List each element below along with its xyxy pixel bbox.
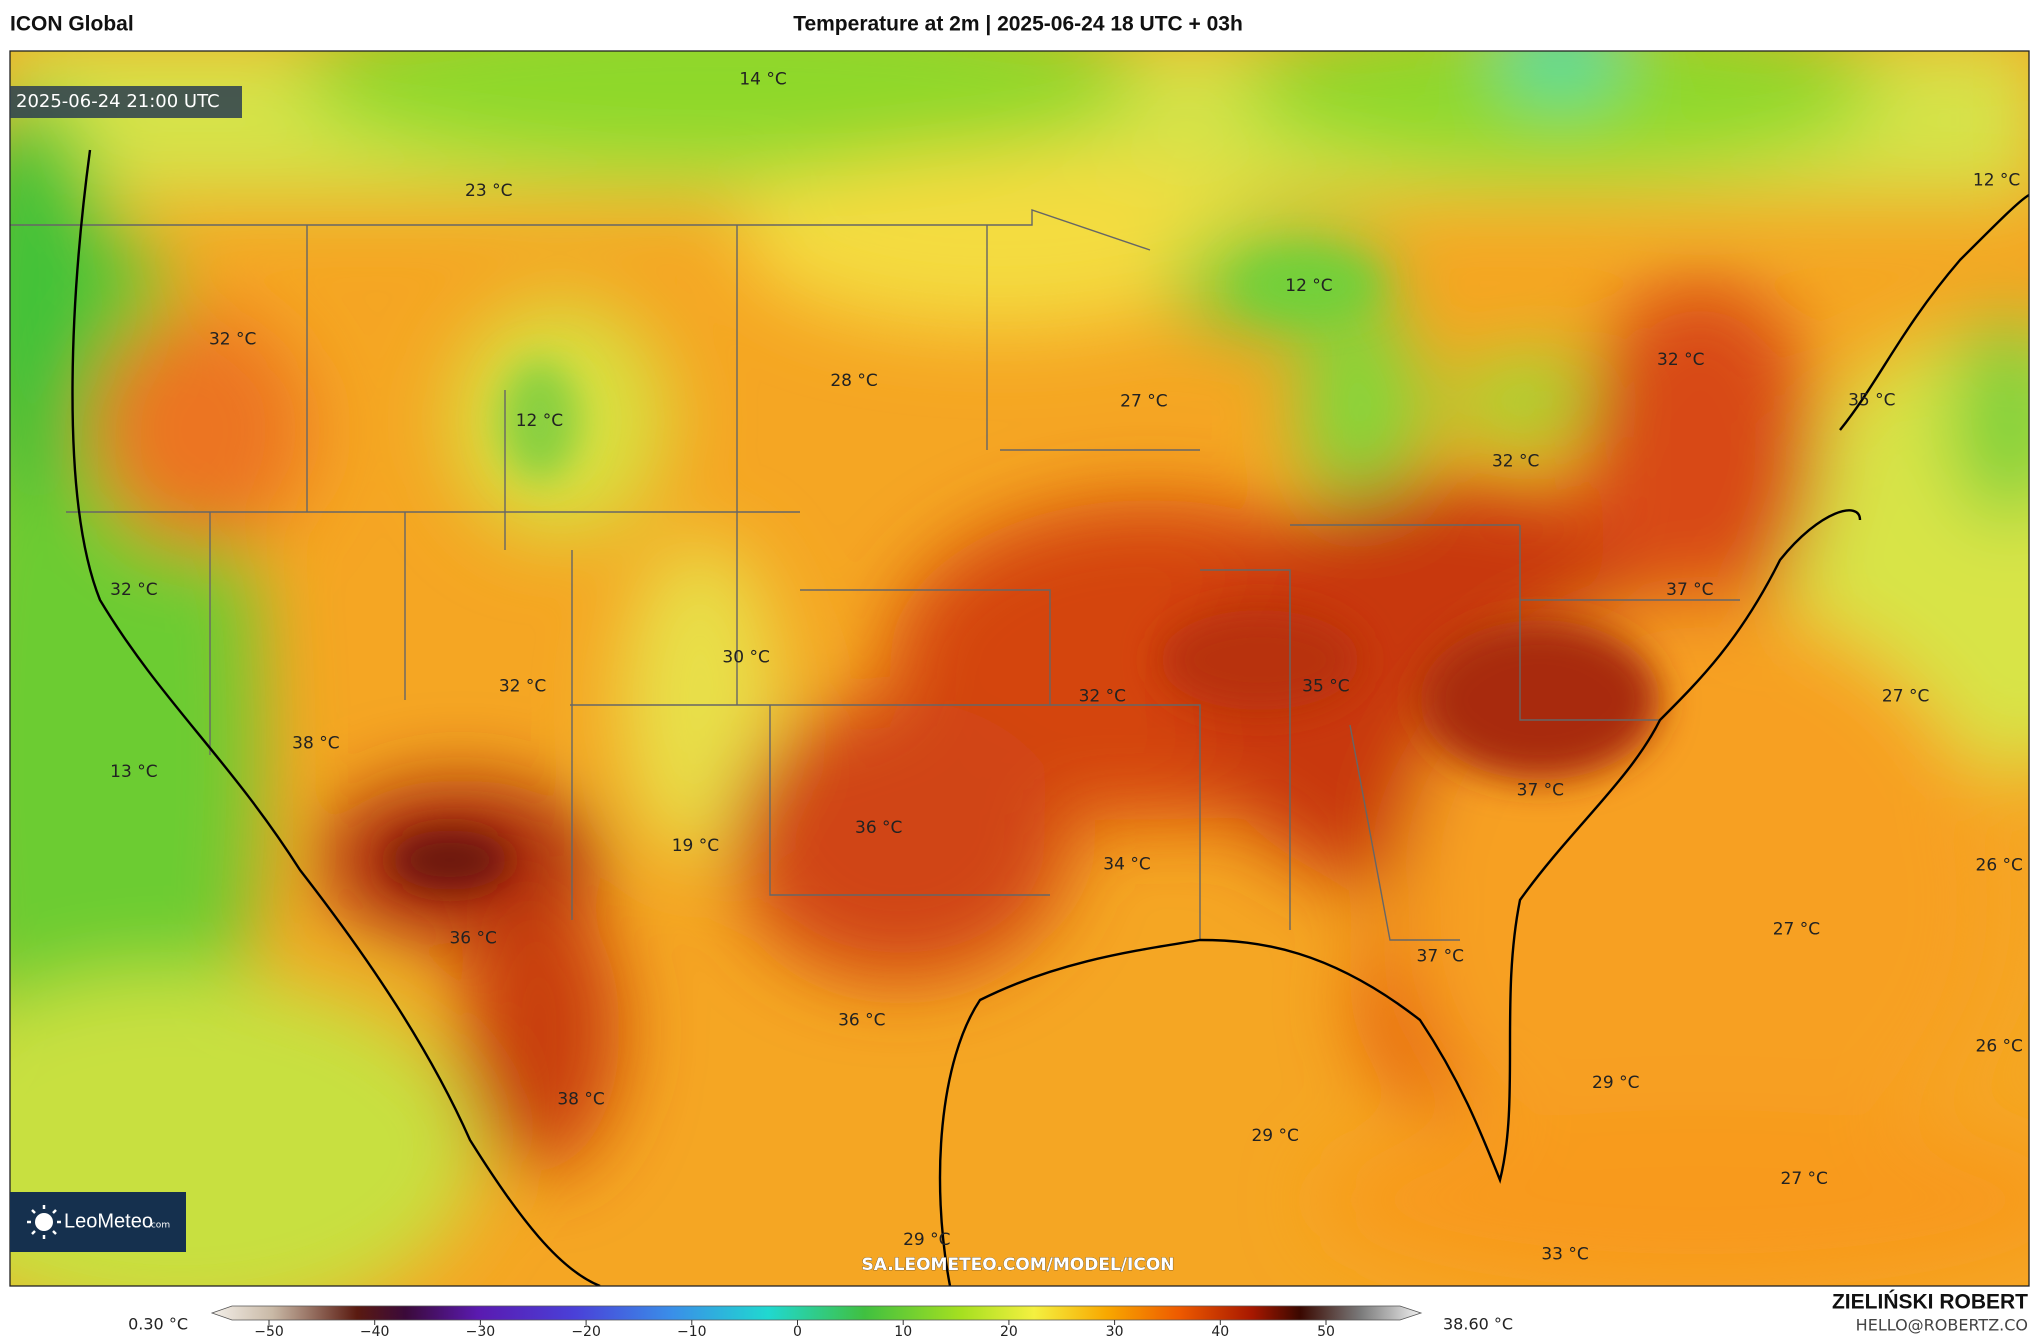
colorbar-tick-label: −40	[360, 1324, 390, 1339]
model-name: ICON Global	[10, 13, 134, 36]
temperature-label: 32 °C	[209, 329, 256, 349]
temperature-label: 33 °C	[1541, 1244, 1588, 1264]
temperature-label: 36 °C	[855, 818, 902, 838]
temperature-label: 12 °C	[1973, 171, 2020, 191]
temperature-label: 32 °C	[110, 580, 157, 600]
logo-suffix: .com	[148, 1221, 170, 1231]
temperature-label: 32 °C	[1492, 451, 1539, 471]
temperature-label: 26 °C	[1976, 1036, 2023, 1056]
temperature-label: 12 °C	[1285, 276, 1332, 296]
temperature-label: 30 °C	[722, 648, 769, 668]
temperature-label: 38 °C	[292, 734, 339, 754]
valid-time-box	[10, 86, 242, 118]
temperature-label: 35 °C	[1848, 390, 1895, 410]
colorbar-min: 0.30 °C	[128, 1315, 188, 1334]
temperature-label: 12 °C	[516, 411, 563, 431]
credit-email: HELLO@ROBERTZ.CO	[1856, 1316, 2028, 1335]
colorbar-tick-label: −20	[571, 1324, 601, 1339]
colorbar-tick-label: 0	[793, 1324, 802, 1339]
colorbar-tick-label: −10	[677, 1324, 707, 1339]
temperature-label: 27 °C	[1882, 687, 1929, 707]
temperature-label: 37 °C	[1417, 947, 1464, 967]
state-borders	[10, 209, 1740, 941]
temperature-label: 26 °C	[1976, 856, 2023, 876]
temperature-label: 36 °C	[449, 929, 496, 949]
temperature-label: 27 °C	[1781, 1169, 1828, 1189]
temperature-label: 35 °C	[1302, 676, 1349, 696]
chart-title: Temperature at 2m | 2025-06-24 18 UTC + …	[793, 13, 1243, 36]
temperature-label: 36 °C	[838, 1010, 885, 1030]
temperature-label: 28 °C	[830, 371, 877, 391]
temperature-label: 27 °C	[1773, 919, 1820, 939]
colorbar-tick-label: 30	[1106, 1324, 1124, 1339]
colorbar-tick-label: 50	[1317, 1324, 1335, 1339]
temperature-label: 38 °C	[557, 1090, 604, 1110]
logo-text: LeoMeteo	[64, 1210, 153, 1232]
colorbar-max: 38.60 °C	[1443, 1315, 1513, 1334]
temperature-label: 19 °C	[672, 836, 719, 856]
temperature-label: 37 °C	[1517, 780, 1564, 800]
colorbar-tick-label: 20	[1000, 1324, 1018, 1339]
temperature-label: 32 °C	[1079, 687, 1126, 707]
colorbar-tick-label: −30	[466, 1324, 496, 1339]
credit-author: ZIELIŃSKI ROBERT	[1832, 1291, 2028, 1314]
valid-time: 2025-06-24 21:00 UTC	[16, 91, 220, 112]
coastlines	[71, 149, 2029, 1286]
colorbar-tick-label: 40	[1211, 1324, 1229, 1339]
colorbar-tick-label: 10	[894, 1324, 912, 1339]
temperature-label: 29 °C	[1592, 1073, 1639, 1093]
temperature-label: 29 °C	[903, 1230, 950, 1250]
colorbar-ticks: −50 −40 −30 −20 −10 0 10 20 30 40 50	[254, 1320, 1335, 1340]
temperature-label: 34 °C	[1103, 854, 1150, 874]
source-url: SA.LEOMETEO.COM/MODEL/ICON	[861, 1255, 1174, 1275]
temperature-label: 37 °C	[1666, 580, 1713, 600]
temperature-label: 32 °C	[499, 676, 546, 696]
logo-sun	[27, 1205, 61, 1239]
temperature-label: 23 °C	[465, 181, 512, 201]
temperature-label: 32 °C	[1657, 350, 1704, 370]
temperature-label: 27 °C	[1120, 392, 1167, 412]
temperature-labels: 14 °C 23 °C 12 °C 32 °C 12 °C 28 °C 27 °C 32 °C…	[110, 69, 2023, 1264]
temperature-label: 29 °C	[1251, 1126, 1298, 1146]
colorbar	[210, 1305, 1423, 1321]
map-frame	[9, 50, 2030, 1287]
colorbar-tick-label: −50	[254, 1324, 284, 1339]
temperature-label: 14 °C	[739, 69, 786, 89]
temperature-label: 13 °C	[110, 762, 157, 782]
